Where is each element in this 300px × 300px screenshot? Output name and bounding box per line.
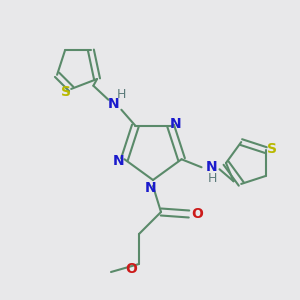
Text: N: N xyxy=(145,181,157,195)
Text: H: H xyxy=(208,172,217,185)
Text: S: S xyxy=(61,85,71,99)
Text: N: N xyxy=(206,160,217,174)
Text: O: O xyxy=(191,207,203,221)
Text: N: N xyxy=(113,154,124,168)
Text: H: H xyxy=(117,88,126,101)
Text: N: N xyxy=(170,117,182,131)
Text: O: O xyxy=(125,262,137,276)
Text: N: N xyxy=(108,97,119,111)
Text: S: S xyxy=(267,142,277,156)
